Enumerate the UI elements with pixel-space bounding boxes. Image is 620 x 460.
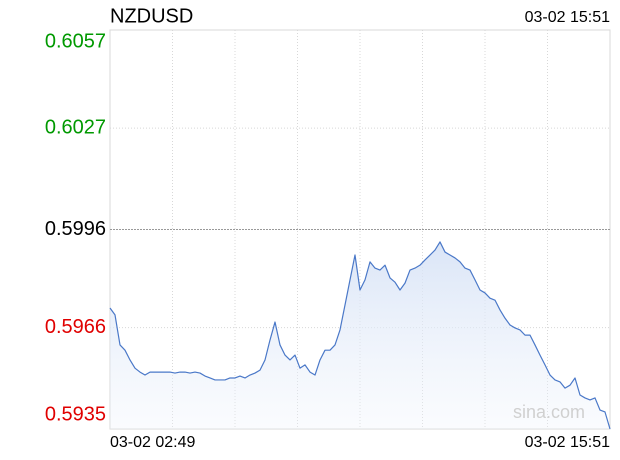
area [110, 241, 610, 429]
y-tick-label: 0.5996 [45, 218, 106, 240]
watermark: sina.com [513, 402, 585, 422]
y-tick-label: 0.6057 [45, 30, 106, 52]
x-tick-label: 03-02 15:51 [525, 434, 611, 451]
x-tick-label: 03-02 02:49 [110, 434, 196, 451]
y-tick-label: 0.6027 [45, 116, 106, 138]
price-line [109, 241, 611, 430]
chart-title: NZDUSD [110, 5, 193, 27]
y-tick-label: 0.5935 [45, 403, 106, 425]
header-time: 03-02 15:51 [525, 9, 611, 26]
y-tick-label: 0.5966 [45, 316, 106, 338]
